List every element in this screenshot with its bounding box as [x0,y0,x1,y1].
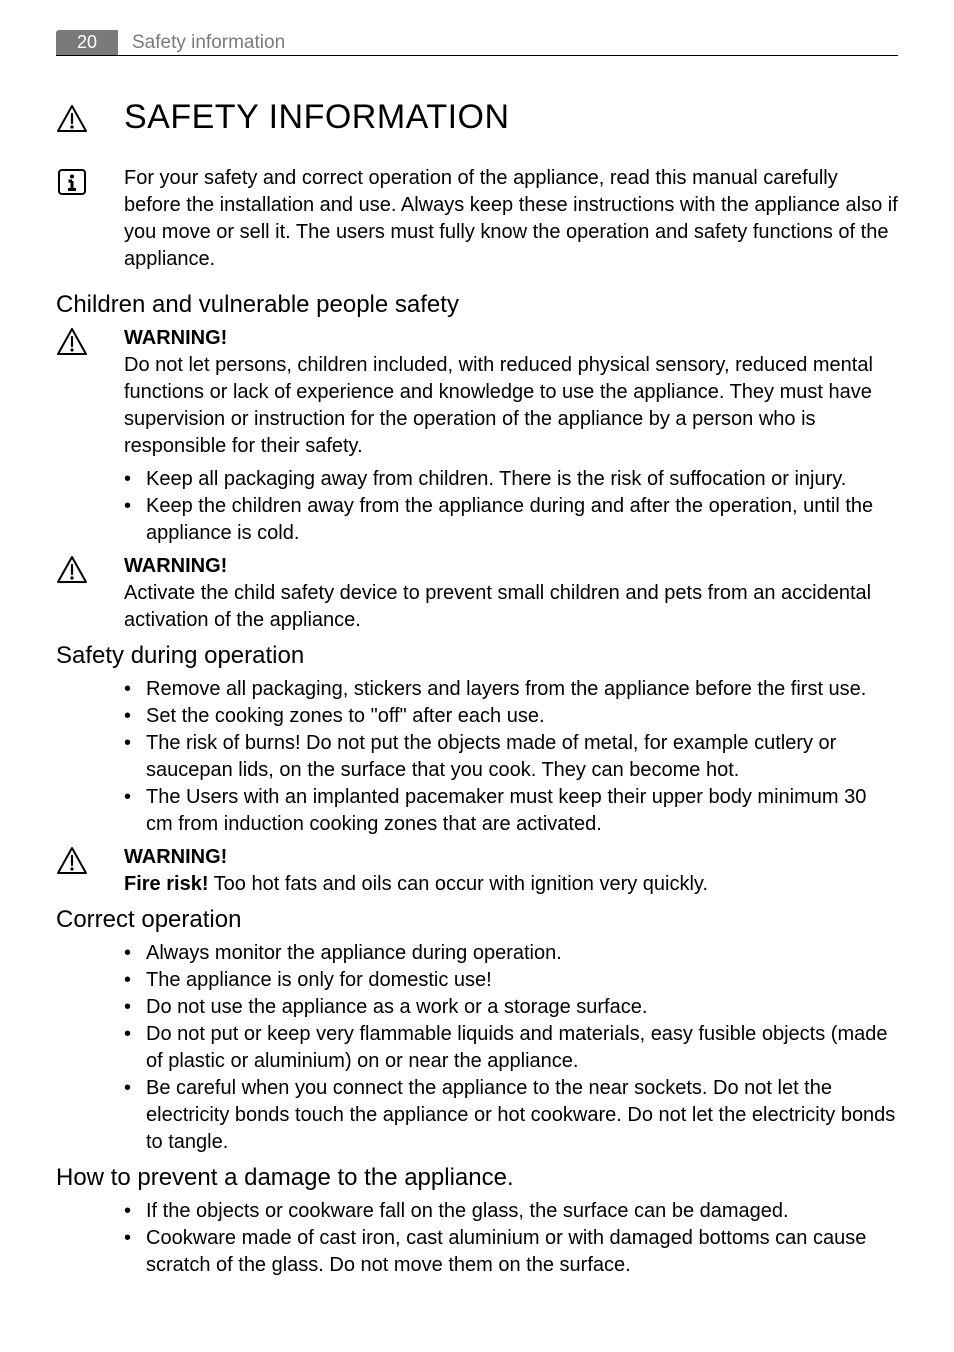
warning-text: WARNING! Activate the child safety devic… [124,553,898,634]
running-title: Safety information [118,30,285,55]
warning-body: Activate the child safety device to prev… [124,580,898,634]
warning-icon [56,553,124,634]
list-item: Be careful when you connect the applianc… [146,1075,898,1156]
list-item: If the objects or cookware fall on the g… [146,1198,898,1225]
warning-label: WARNING! [124,844,898,871]
bullet-list-damage: If the objects or cookware fall on the g… [56,1198,898,1279]
warning-label: WARNING! [124,553,898,580]
list-item: The risk of burns! Do not put the object… [146,730,898,784]
list-item: Do not put or keep very flammable liquid… [146,1021,898,1075]
list-item: Set the cooking zones to "off" after eac… [146,703,898,730]
list-item: Keep all packaging away from children. T… [146,466,898,493]
list-item: Always monitor the appliance during oper… [146,940,898,967]
list-item: Do not use the appliance as a work or a … [146,994,898,1021]
bullet-list-children: Keep all packaging away from children. T… [56,466,898,547]
main-title-row: SAFETY INFORMATION [56,98,898,137]
list-item: Keep the children away from the applianc… [146,493,898,547]
section-title-correct: Correct operation [56,906,898,934]
warning-text: WARNING! Do not let persons, children in… [124,325,898,460]
list-item: The appliance is only for domestic use! [146,967,898,994]
warning-body: Do not let persons, children included, w… [124,352,898,460]
warning-icon [56,325,124,460]
fire-risk-bold: Fire risk! [124,873,208,895]
page-header: 20 Safety information [56,30,898,56]
list-item: Cookware made of cast iron, cast alumini… [146,1225,898,1279]
warning-body: Fire risk! Too hot fats and oils can occ… [124,871,898,898]
warning-label: WARNING! [124,325,898,352]
warning-text: WARNING! Fire risk! Too hot fats and oil… [124,844,898,898]
section-title-children: Children and vulnerable people safety [56,291,898,319]
warning-icon [56,844,124,898]
warning-icon [56,102,124,134]
bullet-list-correct: Always monitor the appliance during oper… [56,940,898,1156]
warning-block: WARNING! Do not let persons, children in… [56,325,898,460]
section-title-operation: Safety during operation [56,642,898,670]
info-icon [56,165,124,273]
main-title: SAFETY INFORMATION [124,98,510,137]
info-block: For your safety and correct operation of… [56,165,898,273]
list-item: Remove all packaging, stickers and layer… [146,676,898,703]
list-item: The Users with an implanted pacemaker mu… [146,784,898,838]
warning-block: WARNING! Fire risk! Too hot fats and oil… [56,844,898,898]
warning-block: WARNING! Activate the child safety devic… [56,553,898,634]
intro-text: For your safety and correct operation of… [124,165,898,273]
page-number: 20 [56,30,118,55]
fire-risk-rest: Too hot fats and oils can occur with ign… [208,873,708,895]
bullet-list-operation: Remove all packaging, stickers and layer… [56,676,898,838]
section-title-damage: How to prevent a damage to the appliance… [56,1164,898,1192]
